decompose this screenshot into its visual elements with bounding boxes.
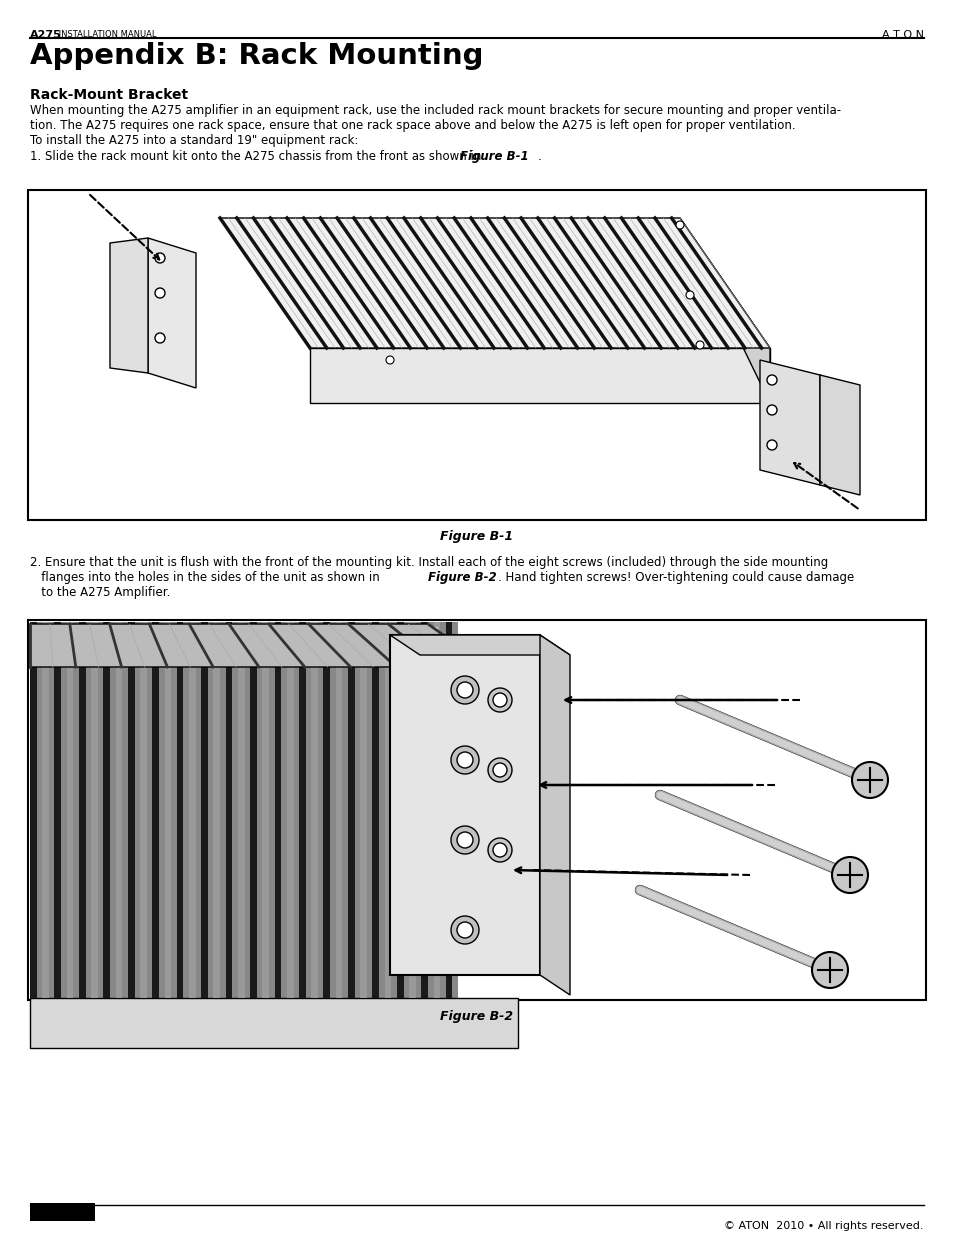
Circle shape — [851, 762, 887, 798]
Bar — [323, 622, 330, 998]
Bar — [189, 622, 195, 998]
Bar — [115, 622, 122, 998]
Text: Figure B-1: Figure B-1 — [440, 530, 513, 543]
Bar — [30, 1203, 95, 1221]
Bar — [140, 622, 147, 998]
Circle shape — [493, 844, 506, 857]
Circle shape — [493, 763, 506, 777]
Bar — [30, 627, 437, 657]
Circle shape — [154, 253, 165, 263]
Bar — [176, 622, 183, 998]
Bar — [298, 622, 305, 998]
Text: Figure B-2: Figure B-2 — [428, 571, 497, 584]
Bar — [335, 622, 342, 998]
Circle shape — [811, 952, 847, 988]
Text: flanges into the holes in the sides of the unit as shown in: flanges into the holes in the sides of t… — [30, 571, 383, 584]
Text: When mounting the A275 amplifier in an equipment rack, use the included rack mou: When mounting the A275 amplifier in an e… — [30, 104, 841, 117]
Bar — [30, 622, 36, 998]
Circle shape — [696, 341, 703, 350]
Bar — [28, 190, 925, 520]
Circle shape — [831, 857, 867, 893]
Circle shape — [488, 688, 512, 713]
Circle shape — [154, 333, 165, 343]
Text: Page 16: Page 16 — [32, 1221, 76, 1231]
Bar — [287, 622, 294, 998]
Polygon shape — [760, 359, 820, 485]
Bar — [201, 622, 208, 998]
Circle shape — [451, 676, 478, 704]
Text: To install the A275 into a standard 19" equipment rack:: To install the A275 into a standard 19" … — [30, 135, 358, 147]
Bar — [79, 622, 86, 998]
Text: tion. The A275 requires one rack space, ensure that one rack space above and bel: tion. The A275 requires one rack space, … — [30, 119, 795, 132]
Bar — [311, 622, 317, 998]
Bar — [262, 622, 269, 998]
Polygon shape — [110, 238, 148, 373]
Bar — [67, 622, 73, 998]
Bar — [445, 622, 452, 998]
Bar — [396, 622, 403, 998]
Bar — [384, 622, 391, 998]
Bar — [164, 622, 171, 998]
Bar — [360, 622, 367, 998]
Circle shape — [488, 758, 512, 782]
Bar — [54, 622, 61, 998]
Bar — [30, 998, 517, 1049]
Polygon shape — [679, 219, 769, 403]
Polygon shape — [30, 624, 488, 667]
Bar — [213, 622, 220, 998]
Text: .: . — [537, 149, 541, 163]
Polygon shape — [539, 635, 569, 995]
Text: to the A275 Amplifier.: to the A275 Amplifier. — [30, 585, 171, 599]
Circle shape — [456, 752, 473, 768]
Circle shape — [766, 440, 776, 450]
Bar — [250, 622, 256, 998]
Circle shape — [488, 839, 512, 862]
Text: Rack-Mount Bracket: Rack-Mount Bracket — [30, 88, 188, 103]
Polygon shape — [390, 635, 569, 655]
Bar — [226, 622, 233, 998]
Circle shape — [451, 916, 478, 944]
Circle shape — [451, 826, 478, 853]
Bar — [30, 622, 457, 998]
Polygon shape — [310, 348, 769, 403]
Circle shape — [456, 682, 473, 698]
Text: A275: A275 — [30, 30, 62, 40]
Bar — [390, 635, 539, 974]
Text: © ATON  2010 • All rights reserved.: © ATON 2010 • All rights reserved. — [723, 1221, 923, 1231]
Bar — [433, 622, 439, 998]
Bar — [103, 622, 110, 998]
Circle shape — [456, 923, 473, 939]
Text: Figure B-1: Figure B-1 — [459, 149, 528, 163]
Bar — [91, 622, 98, 998]
Bar — [348, 622, 355, 998]
Bar — [237, 622, 244, 998]
Circle shape — [451, 746, 478, 774]
Bar — [274, 622, 281, 998]
Text: . Hand tighten screws! Over-tightening could cause damage: . Hand tighten screws! Over-tightening c… — [497, 571, 853, 584]
Bar — [152, 622, 159, 998]
Circle shape — [386, 356, 394, 364]
Text: Figure B-2: Figure B-2 — [440, 1010, 513, 1023]
Bar — [409, 622, 416, 998]
Text: Appendix B: Rack Mounting: Appendix B: Rack Mounting — [30, 42, 483, 70]
Bar — [42, 622, 49, 998]
Text: INSTALLATION MANUAL: INSTALLATION MANUAL — [56, 30, 156, 40]
Bar — [421, 622, 428, 998]
Polygon shape — [220, 219, 769, 348]
Circle shape — [493, 693, 506, 706]
Text: 1. Slide the rack mount kit onto the A275 chassis from the front as shown in: 1. Slide the rack mount kit onto the A27… — [30, 149, 485, 163]
Polygon shape — [820, 375, 859, 495]
Circle shape — [676, 221, 683, 228]
Text: 2. Ensure that the unit is flush with the front of the mounting kit. Install eac: 2. Ensure that the unit is flush with th… — [30, 556, 827, 569]
Bar — [128, 622, 134, 998]
Text: A T O N: A T O N — [882, 30, 923, 40]
Circle shape — [685, 291, 693, 299]
Circle shape — [456, 832, 473, 848]
Bar — [372, 622, 378, 998]
Circle shape — [766, 375, 776, 385]
Bar — [28, 620, 925, 1000]
Circle shape — [766, 405, 776, 415]
Circle shape — [154, 288, 165, 298]
Polygon shape — [148, 238, 195, 388]
